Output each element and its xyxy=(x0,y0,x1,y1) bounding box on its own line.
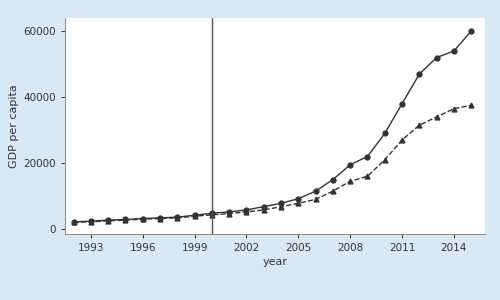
nonborder xyxy=(434,115,440,119)
nonborder xyxy=(122,218,128,222)
border xyxy=(88,219,94,223)
border xyxy=(434,56,440,59)
border xyxy=(468,29,474,33)
Line: border: border xyxy=(71,29,473,224)
border xyxy=(330,178,336,181)
X-axis label: year: year xyxy=(262,257,287,267)
nonborder xyxy=(347,179,353,183)
border xyxy=(157,216,163,220)
nonborder xyxy=(140,218,146,221)
border xyxy=(192,213,198,217)
border xyxy=(174,215,180,219)
nonborder xyxy=(364,175,370,178)
nonborder xyxy=(416,123,422,127)
Y-axis label: GDP per capita: GDP per capita xyxy=(9,84,19,168)
border xyxy=(382,132,388,135)
nonborder xyxy=(278,205,284,208)
border xyxy=(399,102,405,106)
border xyxy=(451,49,457,53)
border xyxy=(244,208,250,212)
nonborder xyxy=(468,103,474,107)
nonborder xyxy=(105,219,111,223)
border xyxy=(226,210,232,214)
nonborder xyxy=(382,158,388,162)
nonborder xyxy=(399,138,405,142)
Line: nonborder: nonborder xyxy=(71,103,473,225)
border xyxy=(278,202,284,205)
nonborder xyxy=(296,202,302,205)
nonborder xyxy=(157,217,163,220)
border xyxy=(70,220,76,224)
nonborder xyxy=(330,189,336,193)
border xyxy=(209,212,215,215)
border xyxy=(416,72,422,76)
nonborder xyxy=(70,221,76,224)
nonborder xyxy=(226,212,232,215)
border xyxy=(105,218,111,222)
nonborder xyxy=(312,198,318,201)
border xyxy=(261,205,267,208)
border xyxy=(140,217,146,220)
nonborder xyxy=(88,220,94,224)
border xyxy=(296,197,302,200)
nonborder xyxy=(174,216,180,220)
nonborder xyxy=(192,214,198,218)
border xyxy=(347,163,353,166)
nonborder xyxy=(261,208,267,212)
border xyxy=(364,155,370,158)
nonborder xyxy=(244,210,250,214)
nonborder xyxy=(209,213,215,217)
border xyxy=(312,189,318,193)
border xyxy=(122,218,128,221)
nonborder xyxy=(451,107,457,110)
